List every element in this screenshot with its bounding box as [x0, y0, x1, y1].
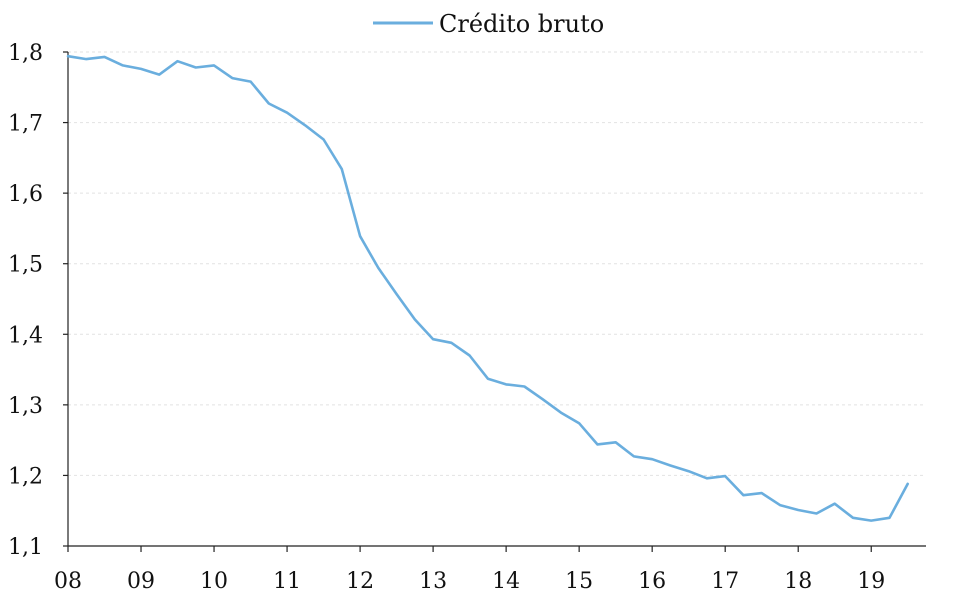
data-point: [870, 519, 872, 521]
data-point: [797, 509, 799, 511]
data-point: [724, 475, 726, 477]
data-point: [359, 235, 361, 237]
data-point: [688, 470, 690, 472]
data-point: [541, 398, 543, 400]
data-point: [67, 55, 69, 57]
data-point: [195, 66, 197, 68]
data-point: [231, 77, 233, 79]
y-tick-label: 1,6: [8, 182, 43, 207]
data-point: [268, 102, 270, 104]
series-lines: [66, 54, 910, 522]
data-point: [176, 60, 178, 62]
data-point: [578, 422, 580, 424]
x-tick-label: 17: [711, 569, 739, 594]
x-tick-label: 10: [200, 569, 228, 594]
y-tick-label: 1,8: [8, 41, 43, 66]
data-point: [85, 58, 87, 60]
data-point: [888, 517, 890, 519]
data-point: [304, 124, 306, 126]
legend-label-credito-bruto: Crédito bruto: [439, 10, 604, 38]
y-tick-label: 1,7: [8, 112, 43, 137]
data-point: [596, 443, 598, 445]
x-tick-label: 18: [784, 569, 812, 594]
data-point: [907, 483, 909, 485]
y-tick-label: 1,5: [8, 253, 43, 278]
data-point: [834, 503, 836, 505]
data-point: [651, 458, 653, 460]
data-point: [158, 73, 160, 75]
data-point: [742, 494, 744, 496]
data-point: [249, 80, 251, 82]
data-point: [341, 168, 343, 170]
y-tick-label: 1,3: [8, 394, 43, 419]
x-tick-label: 13: [419, 569, 447, 594]
data-point: [450, 342, 452, 344]
y-tick-labels: 1,1 1,2 1,3 1,4 1,5 1,6 1,7 1,8: [8, 41, 43, 560]
x-tick-label: 16: [638, 569, 666, 594]
x-tick-label: 15: [565, 569, 593, 594]
data-point: [122, 64, 124, 66]
x-tick-label: 09: [127, 569, 155, 594]
data-point: [779, 504, 781, 506]
data-point: [815, 512, 817, 514]
data-point: [468, 354, 470, 356]
data-point: [669, 464, 671, 466]
grid-lines: [68, 51, 926, 476]
data-point: [615, 441, 617, 443]
x-tick-label: 14: [492, 569, 520, 594]
series-line-credito-bruto: [66, 54, 910, 522]
y-tick-label: 1,4: [8, 323, 43, 348]
data-point: [523, 385, 525, 387]
data-point: [140, 68, 142, 70]
y-tick-label: 1,2: [8, 464, 43, 489]
data-point: [213, 64, 215, 66]
x-tick-label: 12: [346, 569, 374, 594]
data-point: [706, 477, 708, 479]
axes: [63, 51, 926, 552]
data-point: [103, 56, 105, 58]
x-tick-label: 08: [54, 569, 82, 594]
data-point: [852, 517, 854, 519]
data-point: [487, 378, 489, 380]
data-point: [322, 138, 324, 140]
data-point: [560, 411, 562, 413]
data-point: [505, 383, 507, 385]
data-point: [395, 293, 397, 295]
data-point: [286, 112, 288, 114]
x-tick-label: 19: [857, 569, 885, 594]
data-point: [761, 492, 763, 494]
data-point: [633, 455, 635, 457]
x-tick-labels: 08 09 10 11 12 13 14 15 16 17 18 19: [54, 569, 885, 594]
x-tick-label: 11: [273, 569, 301, 594]
data-point: [432, 338, 434, 340]
y-tick-label: 1,1: [8, 535, 43, 560]
data-point: [414, 318, 416, 320]
legend: Crédito bruto: [373, 10, 604, 38]
data-point: [377, 267, 379, 269]
